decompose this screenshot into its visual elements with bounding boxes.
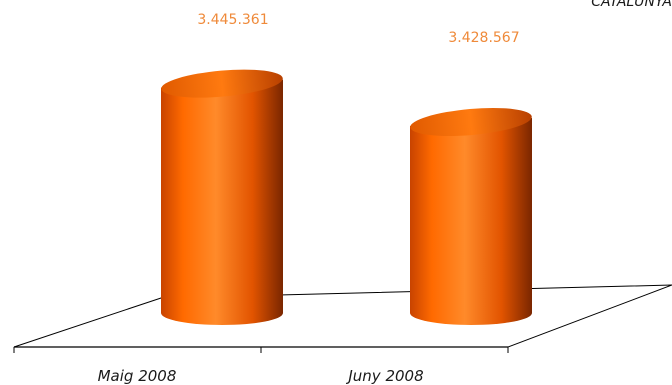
bar-top [161, 69, 283, 98]
bar-cylinder [161, 69, 283, 326]
data-label: 3.445.361 [197, 12, 268, 28]
region-label: CATALUNYA [591, 0, 672, 10]
data-label: 3.428.567 [448, 30, 519, 46]
chart-floor [13, 284, 672, 348]
x-tick-label: Juny 2008 [345, 367, 423, 385]
bar-top [410, 107, 532, 136]
bar-body [161, 79, 283, 326]
bar-body [410, 117, 532, 325]
x-tick-label: Maig 2008 [98, 367, 177, 385]
bar-cylinder [410, 107, 532, 325]
